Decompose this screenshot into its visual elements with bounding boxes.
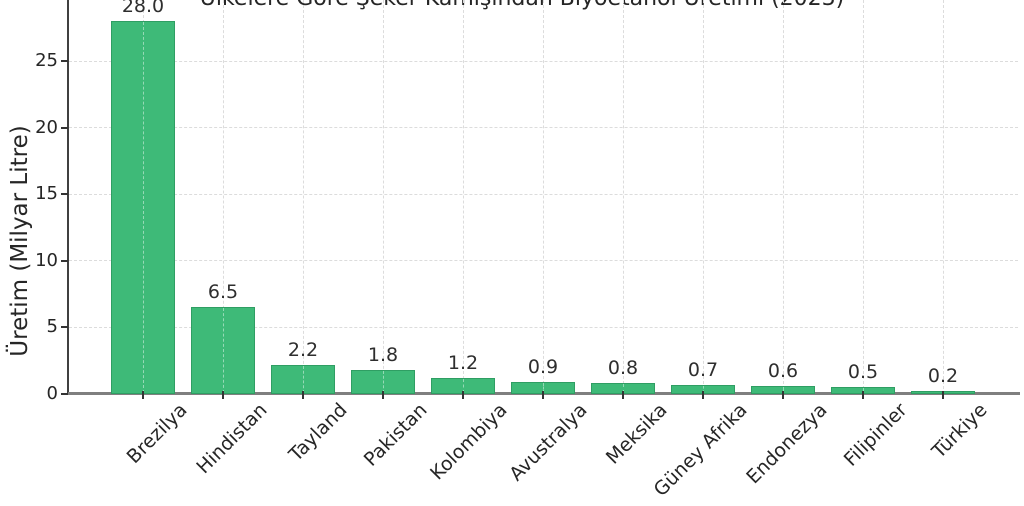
y-axis-spine (67, 0, 69, 394)
y-axis-tick-label: 5 (46, 316, 58, 338)
x-axis-tick (862, 391, 864, 399)
bar-brezilya (111, 21, 175, 394)
y-axis-tick (61, 259, 68, 262)
y-axis-tick-label: 15 (35, 183, 58, 205)
bar-value-label: 0.2 (927, 365, 959, 387)
x-axis-tick (382, 391, 384, 399)
bar-value-label: 1.8 (367, 344, 399, 366)
bar-value-label: 0.6 (767, 360, 799, 382)
y-axis-tick-label: 25 (35, 50, 58, 71)
horizontal-gridline (69, 326, 1018, 328)
vertical-gridline (942, 0, 944, 394)
x-axis-tick (782, 391, 784, 399)
bar-value-label: 6.5 (207, 281, 239, 303)
x-axis-tick (462, 391, 464, 399)
vertical-gridline (222, 0, 224, 394)
vertical-gridline (862, 0, 864, 394)
chart-title: Ülkelere Göre Şeker Kamışından Biyoetano… (72, 0, 972, 10)
bar-value-label: 0.9 (527, 356, 559, 378)
horizontal-gridline (69, 127, 1018, 129)
bar-tayland (271, 365, 335, 394)
y-axis-tick-label: 0 (46, 383, 58, 404)
vertical-gridline (782, 0, 784, 394)
bar-hindistan (191, 307, 255, 394)
y-axis-tick (61, 393, 68, 395)
horizontal-gridline (69, 60, 1018, 62)
x-axis-tick (702, 391, 704, 399)
vertical-gridline (702, 0, 704, 394)
bar-value-label: 28.0 (121, 0, 165, 17)
vertical-gridline (462, 0, 464, 394)
y-axis-tick (61, 126, 68, 129)
vertical-gridline (622, 0, 624, 394)
y-axis-tick-label: 10 (35, 249, 58, 271)
y-axis-tick-label: 20 (35, 116, 58, 138)
x-axis-tick (942, 391, 944, 399)
vertical-gridline (382, 0, 384, 394)
x-axis-tick (542, 391, 544, 399)
bar-value-label: 2.2 (287, 339, 319, 361)
horizontal-gridline (69, 260, 1018, 262)
vertical-gridline (302, 0, 304, 394)
bar-kolombiya (431, 378, 495, 394)
y-axis-tick (61, 60, 68, 62)
x-axis-tick (622, 391, 624, 399)
y-axis-tick (61, 193, 68, 196)
bar-value-label: 0.7 (687, 359, 719, 381)
horizontal-gridline (69, 193, 1018, 195)
bar-value-label: 1.2 (447, 352, 479, 374)
x-axis-tick (222, 391, 224, 399)
bar-value-label: 0.5 (847, 361, 879, 383)
x-axis-tick (142, 391, 144, 399)
x-axis-tick (302, 391, 304, 399)
bar-value-label: 0.8 (607, 357, 639, 379)
y-axis-tick (61, 326, 68, 329)
vertical-gridline (542, 0, 544, 394)
